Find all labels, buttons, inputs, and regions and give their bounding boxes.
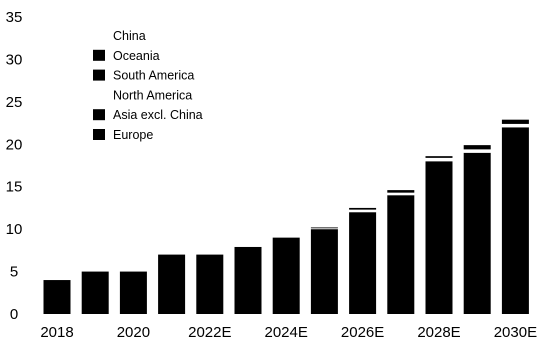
bar-europe-2025e [310, 229, 338, 314]
bar-europe-2022e [196, 254, 224, 314]
bar-europe-2018 [43, 280, 71, 314]
legend-label-north-america: North America [113, 88, 192, 102]
bar-europe-2019 [81, 271, 109, 314]
legend-label-oceania: Oceania [113, 49, 160, 63]
legend-swatch-europe [93, 129, 105, 140]
bar-north-america-2027e [387, 192, 415, 196]
legend: China Oceania South America North America As… [93, 29, 203, 142]
bar-south-america-2026e [349, 207, 377, 210]
legend-swatch-china [93, 30, 105, 41]
legend-swatch-oceania [93, 49, 105, 61]
legend-swatch-north-america [93, 89, 105, 101]
bar-south-america-2027e [387, 190, 415, 193]
bar-europe-2030e [501, 127, 529, 314]
y-tick-label: 20 [6, 136, 23, 153]
bars [43, 119, 529, 314]
bar-south-america-2029e [463, 145, 491, 150]
legend-label-asia-excl-china: Asia excl. China [113, 108, 203, 122]
bar-north-america-2029e [463, 149, 491, 153]
bar-north-america-2025e [310, 228, 338, 230]
x-tick-label: 2026E [341, 324, 384, 341]
bar-europe-2024e [272, 237, 300, 314]
x-tick-label: 2030E [494, 324, 537, 341]
y-axis: 0 5 10 15 20 25 30 35 [6, 9, 23, 323]
bar-south-america-2028e [425, 156, 453, 158]
y-tick-label: 35 [6, 9, 23, 26]
bar-europe-2023e [234, 246, 262, 314]
bar-europe-2029e [463, 152, 491, 314]
x-tick-label: 2020 [117, 324, 150, 341]
y-tick-label: 15 [6, 179, 23, 196]
y-tick-label: 0 [10, 306, 18, 323]
y-tick-label: 10 [6, 221, 23, 238]
bar-europe-2026e [349, 212, 377, 314]
x-tick-label: 2018 [40, 324, 73, 341]
x-tick-label: 2028E [417, 324, 460, 341]
bar-north-america-2028e [425, 157, 453, 162]
bar-north-america-2030e [501, 123, 529, 128]
legend-swatch-asia-excl-china [93, 109, 105, 121]
bar-europe-2028e [425, 161, 453, 314]
bar-south-america-2025e [310, 227, 338, 229]
bar-europe-2020 [119, 271, 147, 314]
x-axis: 2018 2020 2022E 2024E 2026E 2028E 2030E [40, 324, 537, 341]
legend-label-europe: Europe [113, 128, 153, 142]
bar-europe-2021e [158, 254, 186, 314]
y-tick-label: 30 [6, 51, 23, 68]
legend-swatch-south-america [93, 69, 105, 81]
legend-label-china: China [113, 29, 146, 43]
bar-europe-2027e [387, 195, 415, 314]
bar-north-america-2026e [349, 209, 377, 213]
legend-label-south-america: South America [113, 69, 194, 83]
x-tick-label: 2022E [188, 324, 231, 341]
bar-south-america-2030e [501, 119, 529, 124]
y-tick-label: 25 [6, 94, 23, 111]
y-tick-label: 5 [10, 264, 18, 281]
x-tick-label: 2024E [265, 324, 308, 341]
